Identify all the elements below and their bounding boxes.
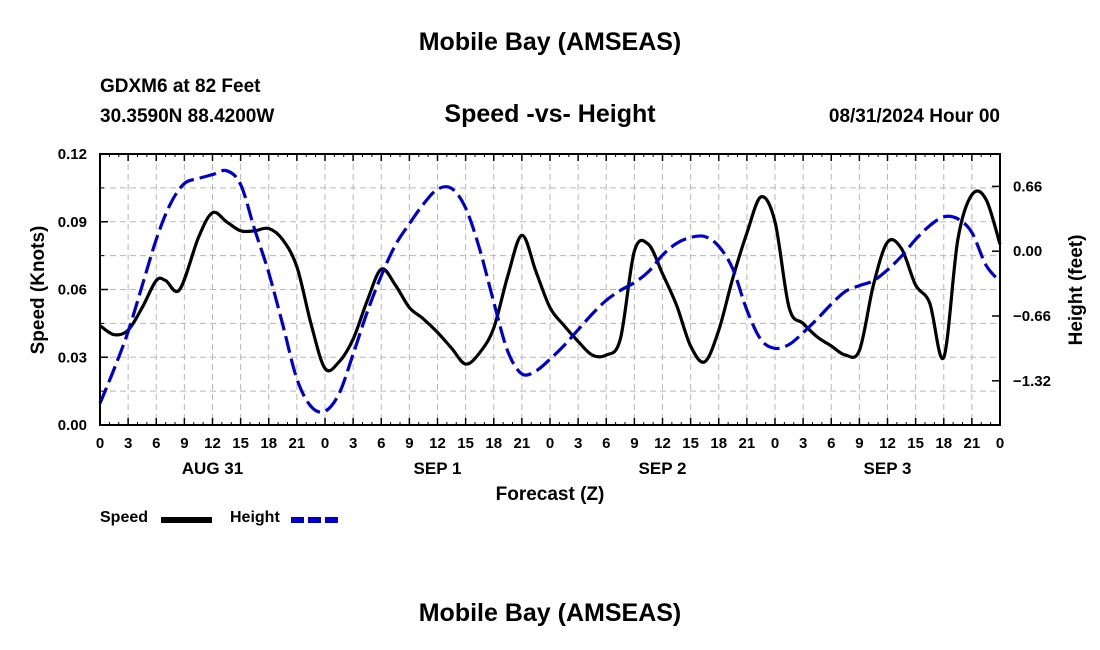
x-tick-label: 12 — [429, 435, 446, 452]
y2-tick-label: 0.00 — [1013, 243, 1042, 260]
x-tick-label: 18 — [710, 435, 727, 452]
x-tick-label: 6 — [827, 435, 835, 452]
x-tick-label: 6 — [602, 435, 610, 452]
x-tick-label: 0 — [321, 435, 329, 452]
x-tick-label: 21 — [739, 435, 756, 452]
x-tick-label: 15 — [457, 435, 474, 452]
date-label: SEP 3 — [864, 459, 912, 478]
x-tick-label: 6 — [377, 435, 385, 452]
y2-tick-label: 0.66 — [1013, 178, 1042, 195]
x-tick-label: 15 — [232, 435, 249, 452]
x-tick-label: 9 — [180, 435, 188, 452]
chart-subtitle: Speed -vs- Height — [444, 100, 656, 128]
x-tick-label: 12 — [654, 435, 671, 452]
y-axis-label: Speed (Knots) — [28, 226, 49, 355]
date-label: AUG 31 — [182, 459, 243, 478]
x-tick-label: 9 — [630, 435, 638, 452]
x-tick-label: 18 — [485, 435, 502, 452]
y-tick-label: 0.03 — [58, 349, 87, 366]
footer-title: Mobile Bay (AMSEAS) — [418, 599, 682, 627]
x-tick-label: 15 — [907, 435, 924, 452]
x-tick-label: 12 — [204, 435, 221, 452]
coordinates-label: 30.3590N 88.4200W — [100, 106, 275, 127]
x-tick-label: 18 — [260, 435, 277, 452]
date-label: SEP 1 — [414, 459, 462, 478]
legend-speed-swatch — [161, 517, 212, 523]
series-line-speed — [99, 189, 1002, 373]
x-tick-label: 18 — [935, 435, 952, 452]
date-label: SEP 2 — [639, 459, 687, 478]
grid — [100, 154, 1000, 425]
y2-axis-label: Height (feet) — [1066, 235, 1087, 346]
x-tick-label: 3 — [574, 435, 582, 452]
x-tick-label: 21 — [514, 435, 531, 452]
x-tick-label: 15 — [682, 435, 699, 452]
chart-title: Mobile Bay (AMSEAS) — [418, 28, 682, 56]
x-tick-label: 12 — [879, 435, 896, 452]
station-label: GDXM6 at 82 Feet — [100, 76, 261, 97]
x-tick-label: 0 — [96, 435, 104, 452]
series — [98, 168, 1002, 414]
series-line-height — [98, 168, 1002, 414]
x-tick-label: 9 — [405, 435, 413, 452]
x-tick-label: 21 — [289, 435, 306, 452]
x-tick-label: 3 — [799, 435, 807, 452]
y-tick-label: 0.09 — [58, 214, 87, 231]
y-tick-label: 0.06 — [58, 282, 87, 299]
y-tick-label: 0.12 — [58, 146, 87, 163]
x-axis-label: Forecast (Z) — [496, 484, 605, 505]
x-tick-label: 3 — [124, 435, 132, 452]
y2-tick-label: −0.66 — [1013, 308, 1051, 325]
x-tick-label: 9 — [855, 435, 863, 452]
legend-speed-label: Speed — [100, 509, 149, 526]
x-tick-label: 0 — [771, 435, 779, 452]
x-tick-label: 6 — [152, 435, 160, 452]
axes: 0 3 6 9 12 15 18 21 0 3 6 9 12 15 18 21 0 3 6 9 12 15 18 21 0 3 6 9… — [58, 146, 1051, 478]
legend-height-label: Height — [230, 509, 280, 526]
y2-tick-label: −1.32 — [1013, 373, 1051, 390]
legend-height-swatch — [291, 517, 342, 523]
x-tick-label: 21 — [964, 435, 981, 452]
x-tick-label: 3 — [349, 435, 357, 452]
x-tick-label: 0 — [996, 435, 1004, 452]
x-tick-label: 0 — [546, 435, 554, 452]
forecast-datetime: 08/31/2024 Hour 00 — [828, 106, 1000, 127]
y-tick-label: 0.00 — [58, 417, 87, 434]
speed-height-chart: 0 3 6 9 12 15 18 21 0 3 6 9 12 15 18 21 0 3 6 9 12 15 18 21 0 3 6 9… — [28, 146, 1087, 505]
